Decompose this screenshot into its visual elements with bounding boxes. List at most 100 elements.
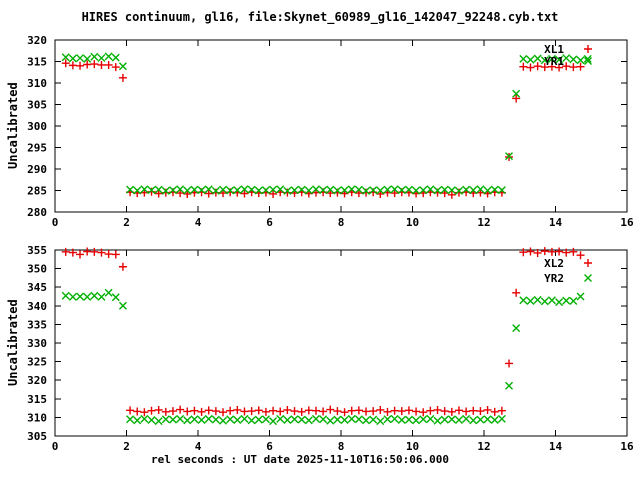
data-point-marker bbox=[269, 417, 278, 426]
y-tick-label: 310 bbox=[27, 77, 47, 90]
data-point-marker bbox=[219, 408, 228, 417]
data-point-marker bbox=[412, 416, 421, 425]
data-point-marker bbox=[126, 415, 135, 424]
data-point-marker bbox=[555, 55, 564, 64]
data-point-marker bbox=[469, 416, 478, 425]
data-point-marker bbox=[362, 407, 371, 416]
data-point-marker bbox=[319, 407, 328, 416]
data-point-marker bbox=[261, 186, 270, 195]
data-point-marker bbox=[311, 406, 320, 415]
y-tick-label: 290 bbox=[27, 163, 47, 176]
data-point-marker bbox=[76, 250, 85, 259]
data-point-marker bbox=[483, 415, 492, 424]
data-point-marker bbox=[240, 185, 249, 194]
data-point-marker bbox=[161, 188, 170, 197]
data-point-marker bbox=[497, 406, 506, 415]
data-point-marker bbox=[354, 185, 363, 194]
data-point-marker bbox=[90, 60, 99, 69]
y-tick-label: 345 bbox=[27, 281, 47, 294]
x-tick-label: 4 bbox=[195, 216, 202, 229]
data-point-marker bbox=[547, 247, 556, 256]
data-point-marker bbox=[419, 408, 428, 417]
data-point-marker bbox=[512, 89, 521, 98]
data-point-marker bbox=[326, 416, 335, 425]
series-XL1 bbox=[61, 59, 585, 199]
data-point-marker bbox=[419, 415, 428, 424]
data-point-marker bbox=[404, 415, 413, 424]
data-point-marker bbox=[90, 291, 99, 300]
data-point-marker bbox=[404, 406, 413, 415]
data-point-marker bbox=[290, 407, 299, 416]
data-point-marker bbox=[497, 186, 506, 195]
data-point-marker bbox=[219, 416, 228, 425]
data-point-marker bbox=[547, 54, 556, 63]
data-point-marker bbox=[254, 415, 263, 424]
y-tick-label: 320 bbox=[27, 34, 47, 47]
y-tick-label: 300 bbox=[27, 120, 47, 133]
data-point-marker bbox=[562, 54, 571, 63]
data-point-marker bbox=[61, 59, 70, 68]
data-point-marker bbox=[390, 189, 399, 198]
data-point-marker bbox=[226, 186, 235, 195]
x-tick-label: 0 bbox=[52, 216, 59, 229]
x-tick-label: 6 bbox=[266, 440, 273, 453]
data-point-marker bbox=[555, 247, 564, 256]
data-point-marker bbox=[533, 248, 542, 257]
data-point-marker bbox=[226, 415, 235, 424]
data-point-marker bbox=[240, 407, 249, 416]
data-point-marker bbox=[219, 185, 228, 194]
data-point-marker bbox=[111, 53, 120, 62]
data-point-marker bbox=[512, 288, 521, 297]
data-point-marker bbox=[240, 414, 249, 423]
data-point-marker bbox=[362, 186, 371, 195]
data-point-marker bbox=[133, 416, 142, 425]
data-point-marker bbox=[347, 414, 356, 423]
data-point-marker bbox=[526, 296, 535, 305]
data-point-marker bbox=[118, 62, 127, 71]
data-point-marker bbox=[168, 407, 177, 416]
data-point-marker bbox=[440, 407, 449, 416]
data-point-marker bbox=[519, 62, 528, 71]
subplot-1: 280 285 290 295 300 305 310 315 320 0 2 4 6 8 10 12 14 16… bbox=[27, 34, 634, 229]
data-point-marker bbox=[104, 60, 113, 69]
data-point-marker bbox=[254, 186, 263, 195]
data-point-marker bbox=[311, 414, 320, 423]
y-tick-label: 340 bbox=[27, 300, 47, 313]
data-point-marker bbox=[555, 63, 564, 72]
data-point-marker bbox=[161, 186, 170, 195]
data-point-marker bbox=[412, 407, 421, 416]
data-point-marker bbox=[254, 406, 263, 415]
data-point-marker bbox=[369, 407, 378, 416]
data-point-marker bbox=[440, 185, 449, 194]
data-point-marker bbox=[297, 415, 306, 424]
data-point-marker bbox=[111, 250, 120, 259]
x-tick-label: 16 bbox=[620, 440, 634, 453]
data-point-marker bbox=[376, 186, 385, 195]
data-point-marker bbox=[204, 185, 213, 194]
data-point-marker bbox=[454, 406, 463, 415]
data-point-marker bbox=[326, 405, 335, 414]
data-point-marker bbox=[97, 248, 106, 257]
data-point-marker bbox=[362, 188, 371, 197]
data-point-marker bbox=[376, 417, 385, 426]
data-point-marker bbox=[519, 248, 528, 257]
y-tick-label: 330 bbox=[27, 337, 47, 350]
data-point-marker bbox=[140, 185, 149, 194]
x-tick-label: 16 bbox=[620, 216, 634, 229]
data-point-marker bbox=[154, 405, 163, 414]
data-point-marker bbox=[347, 406, 356, 415]
data-point-marker bbox=[161, 407, 170, 416]
data-point-marker bbox=[326, 185, 335, 194]
y-tick-label: 280 bbox=[27, 206, 47, 219]
data-point-marker bbox=[447, 407, 456, 416]
data-point-marker bbox=[447, 190, 456, 199]
data-point-marker bbox=[362, 416, 371, 425]
data-point-marker bbox=[190, 406, 199, 415]
data-point-marker bbox=[168, 186, 177, 195]
data-point-marker bbox=[118, 301, 127, 310]
data-point-marker bbox=[276, 185, 285, 194]
data-point-marker bbox=[190, 415, 199, 424]
data-point-marker bbox=[154, 417, 163, 426]
data-point-marker bbox=[505, 359, 514, 368]
